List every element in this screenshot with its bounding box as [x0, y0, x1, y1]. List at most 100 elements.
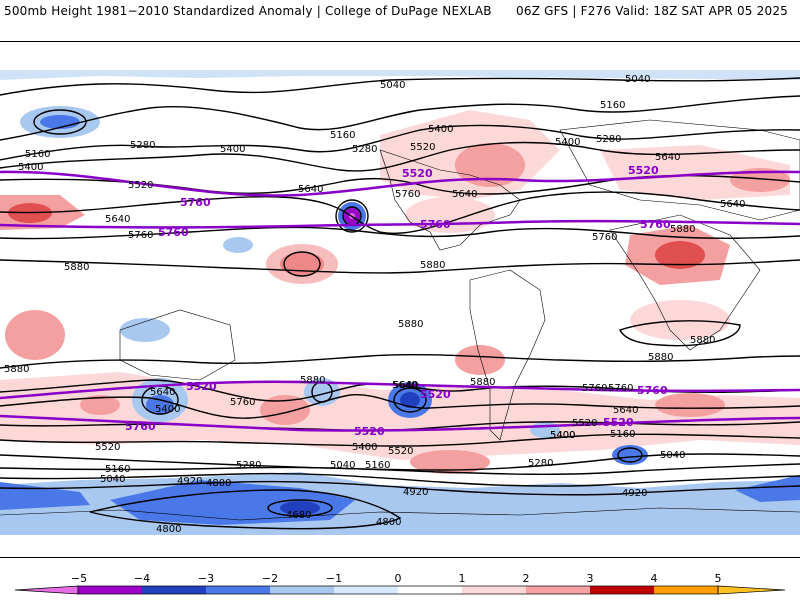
contour-label: 5400 [550, 430, 575, 441]
anomaly-positive-indian-ocean [5, 310, 65, 360]
contour-label: 5760 [592, 232, 617, 243]
contour-label: 5760 [128, 230, 153, 241]
contour-5400-north [0, 141, 800, 172]
contour-label: 5640 [452, 189, 477, 200]
contour-label: 5640 [105, 214, 130, 225]
contour-5280-north [0, 124, 800, 161]
contour-5640-north [0, 191, 800, 234]
climo-5520-south [0, 414, 800, 432]
climo-label: 5760 [420, 218, 451, 231]
colorbar-bin [270, 586, 334, 594]
contour-label: 5760 [395, 189, 420, 200]
coastline-africa [609, 214, 761, 351]
coastline-australia [119, 309, 236, 381]
contour-label: 5280 [352, 144, 377, 155]
map-title: 500mb Height 1981−2010 Standardized Anom… [4, 4, 492, 18]
contour-label: 5040 [330, 460, 355, 471]
contour-label: 4920 [403, 487, 428, 498]
coastlines [0, 119, 800, 521]
contour-label: 5640 [298, 184, 323, 195]
contour-label: 5880 [648, 352, 673, 363]
contour-label: 5880 [64, 262, 89, 273]
colorbar: −5 −4 −3 −2 −1 0 1 2 3 4 5 [14, 572, 786, 595]
contour-label: 5160 [330, 130, 355, 141]
coastline-south-america [469, 269, 546, 441]
colorbar-bin [398, 586, 462, 594]
contour-5160-north [0, 95, 800, 141]
contour-label: 5040 [660, 450, 685, 461]
climo-5520-north [0, 170, 800, 197]
contour-label: 5400 [18, 162, 43, 173]
contour-label: 5520 [95, 442, 120, 453]
climo-5760-south [0, 380, 800, 400]
contour-label: 5160 [600, 100, 625, 111]
contour-label: 5040 [100, 474, 125, 485]
contour-label: 5040 [625, 74, 650, 85]
colorbar-arrow-left [14, 585, 79, 595]
contour-label: 5160 [105, 464, 130, 475]
colorbar-arrow-right [717, 585, 786, 595]
contour-label: 4800 [206, 478, 231, 489]
contour-labels: 5040 5160 5400 5280 5520 5400 5160 5280 … [4, 74, 745, 535]
contour-label: 5400 [155, 404, 180, 415]
colorbar-tick: −2 [262, 572, 278, 585]
contour-label: 5640 [720, 199, 745, 210]
contour-label: 5880 [690, 335, 715, 346]
contour-5280-south [0, 453, 800, 471]
contour-label: 5520 [128, 180, 153, 191]
contour-label: 5760 [582, 383, 607, 394]
colorbar-tick: −5 [71, 572, 87, 585]
climo-label: 5520 [420, 388, 451, 401]
contour-label: 5160 [610, 429, 635, 440]
contour-label: 5640 [393, 380, 418, 391]
contour-5880-north [0, 259, 800, 274]
colorbar-tick: 3 [587, 572, 594, 585]
climo-label: 5760 [640, 218, 671, 231]
contour-5640-south [0, 393, 800, 419]
climo-label: 5760 [125, 420, 156, 433]
contour-label: 5280 [130, 140, 155, 151]
colorbar-tick: 4 [651, 572, 658, 585]
climo-label: 5520 [402, 167, 433, 180]
contour-5040-north [0, 77, 800, 96]
contour-label: 4920 [177, 476, 202, 487]
contour-label: 5400 [352, 442, 377, 453]
contour-label: 5520 [410, 142, 435, 153]
colorbar-bin [654, 586, 718, 594]
anomaly-negative-arctic [0, 70, 800, 80]
contour-label: 4920 [622, 488, 647, 499]
contour-label: 5880 [670, 224, 695, 235]
colorbar-tick: 0 [395, 572, 402, 585]
colorbar-tick: 2 [523, 572, 530, 585]
contour-5160-south [0, 463, 800, 476]
contour-5040-south [0, 472, 800, 487]
colorbar-bin [526, 586, 590, 594]
contour-label: 5880 [470, 377, 495, 388]
climo-label: 5760 [180, 196, 211, 209]
colorbar-tick: −4 [134, 572, 150, 585]
contour-label: 5400 [555, 137, 580, 148]
contour-label: 5880 [4, 364, 29, 375]
contour-label: 5520 [388, 446, 413, 457]
contour-label: 5640 [613, 405, 638, 416]
contour-5760-north [0, 226, 800, 240]
contour-label: 5640 [655, 152, 680, 163]
colorbar-tick: −3 [198, 572, 214, 585]
coastline-north-america [379, 149, 521, 251]
climo-label: 5520 [186, 380, 217, 393]
contour-label: 4800 [156, 524, 181, 535]
contour-label: 5280 [596, 134, 621, 145]
colorbar-bin [462, 586, 526, 594]
contour-label: 5040 [380, 80, 405, 91]
contour-4800-south [89, 489, 402, 530]
contour-label: 5400 [220, 144, 245, 155]
contour-label: 5760 [230, 397, 255, 408]
contour-label: 5400 [428, 124, 453, 135]
coastline-antarctica [0, 507, 800, 521]
climatology-contours [0, 170, 800, 432]
climo-label: 5520 [628, 164, 659, 177]
contour-4680-south [267, 499, 333, 517]
climo-label: 5520 [354, 425, 385, 438]
contour-label: 5280 [528, 458, 553, 469]
contour-label: 5280 [236, 460, 261, 471]
